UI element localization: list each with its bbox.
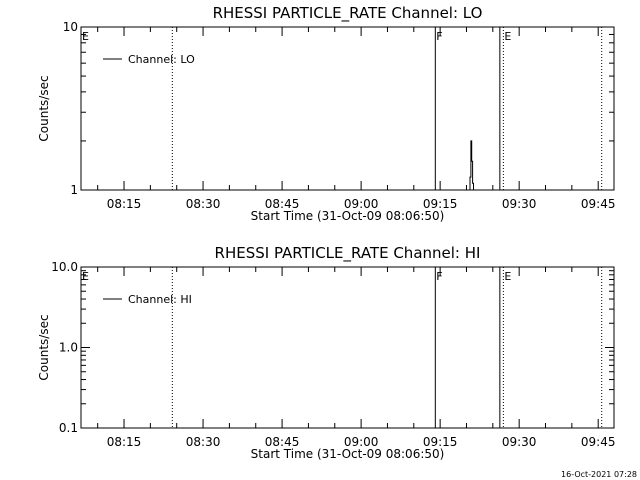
panel2-marker-label-f: F <box>436 270 442 283</box>
panel1-marker-label-e: E <box>504 30 511 43</box>
panel1-x-tick-label: 09:00 <box>344 197 379 211</box>
panel1-x-axis-label: Start Time (31-Oct-09 08:06:50) <box>251 209 445 223</box>
panel2-marker-label-e: E <box>82 270 89 283</box>
panel2-x-axis-label: Start Time (31-Oct-09 08:06:50) <box>251 447 445 461</box>
panel2-x-tick-label: 09:45 <box>581 435 616 449</box>
panel2-marker-label-e: E <box>504 270 511 283</box>
panel2-y-axis-label: Counts/sec <box>37 314 51 380</box>
panel2-x-tick-label: 09:00 <box>344 435 379 449</box>
panel1-x-tick-label: 08:15 <box>107 197 142 211</box>
panel2-x-tick-label: 09:15 <box>423 435 458 449</box>
panel1-marker-label-f: F <box>436 30 442 43</box>
panel1-y-axis-label: Counts/sec <box>37 75 51 141</box>
panel1-x-tick-label: 08:30 <box>186 197 221 211</box>
panel1-data-series-line <box>468 140 474 191</box>
panel1-x-tick-label: 09:15 <box>423 197 458 211</box>
panel1-x-tick-label: 08:45 <box>265 197 300 211</box>
panel2-x-tick-label: 08:30 <box>186 435 221 449</box>
panel2-x-tick-label: 08:15 <box>107 435 142 449</box>
panel2-title: RHESSI PARTICLE_RATE Channel: HI <box>215 244 481 263</box>
panel2-x-tick-label: 09:30 <box>502 435 537 449</box>
panel1-y-tick-label: 1 <box>70 183 78 197</box>
timestamp: 16-Oct-2021 07:28 <box>561 470 637 479</box>
panel2-y-tick-label: 10.0 <box>51 260 78 274</box>
panel2-y-tick-label: 0.1 <box>59 421 78 435</box>
panel1-plot-frame <box>80 26 615 191</box>
panel1-x-tick-label: 09:45 <box>581 197 616 211</box>
panel2-plot-frame <box>80 266 615 429</box>
panel1-title: RHESSI PARTICLE_RATE Channel: LO <box>213 4 483 23</box>
panel2-legend-label: Channel: HI <box>128 293 192 306</box>
panel1-marker-label-e: E <box>82 30 89 43</box>
panel1-y-tick-label: 10 <box>63 20 78 34</box>
panel2-y-tick-label: 1.0 <box>59 341 78 355</box>
panel1-x-tick-label: 09:30 <box>502 197 537 211</box>
panel2-x-tick-label: 08:45 <box>265 435 300 449</box>
panel1-legend-label: Channel: LO <box>128 53 195 66</box>
